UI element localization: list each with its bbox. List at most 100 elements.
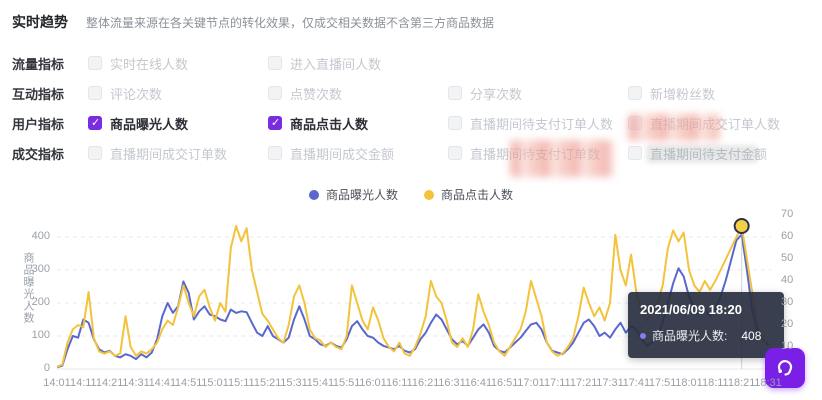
x-axis-tick: 16:11: [385, 377, 413, 389]
checkbox-icon[interactable]: [628, 146, 642, 160]
chart-legend: 商品曝光人数 商品点击人数: [0, 186, 822, 203]
legend-item-click[interactable]: 商品点击人数: [424, 186, 513, 203]
checkbox-shares[interactable]: 分享次数: [448, 84, 628, 103]
page-subtitle: 整体流量来源在各关键节点的转化效果，仅成交相关数据不含第三方商品数据: [86, 16, 495, 30]
y-axis-tick-right: 30: [781, 296, 794, 308]
checkbox-label: 分享次数: [470, 86, 523, 102]
x-axis-tick: 15:01: [201, 377, 229, 389]
checkbox-product-exposure[interactable]: 商品曝光人数: [88, 114, 268, 133]
checkbox-pending-pay-amount[interactable]: 直播期间待支付金额: [628, 144, 808, 163]
checkbox-enter-liveroom[interactable]: 进入直播间人数: [268, 54, 448, 73]
x-axis-tick: 17:31: [596, 377, 624, 389]
x-axis-tick: 18:31: [754, 377, 782, 389]
x-axis-tick: 15:31: [280, 377, 308, 389]
x-axis-tick: 17:41: [622, 377, 651, 389]
x-axis-tick: 18:11: [701, 377, 729, 389]
checkbox-product-click[interactable]: 商品点击人数: [268, 114, 448, 133]
tooltip-series-value: 408: [741, 328, 762, 343]
row-label: 成交指标: [12, 146, 65, 162]
panel-header: 实时趋势 整体流量来源在各关键节点的转化效果，仅成交相关数据不含第三方商品数据: [12, 12, 494, 32]
y-axis-tick-right: 10: [781, 340, 794, 352]
y-axis-tick-right: 60: [781, 230, 794, 242]
x-axis-tick: 15:41: [306, 377, 335, 389]
x-axis-tick: 17:21: [569, 377, 598, 389]
checkbox-label: 直播期间成交金额: [290, 146, 395, 162]
checkbox-icon[interactable]: [88, 86, 102, 100]
checkbox-label: 直播期间待支付订单人数: [470, 116, 614, 132]
tooltip-timestamp: 2021/06/09 18:20: [640, 302, 742, 317]
checkbox-icon[interactable]: [88, 56, 102, 70]
checkbox-icon[interactable]: [448, 86, 462, 100]
legend-label: 商品曝光人数: [325, 188, 398, 202]
checkbox-icon[interactable]: [628, 116, 642, 130]
x-axis-tick: 16:31: [438, 377, 466, 389]
metric-row-interaction: 互动指标 评论次数 点赞次数 分享次数 新增粉丝数: [12, 78, 808, 108]
checkbox-label: 实时在线人数: [110, 56, 189, 72]
feedback-button[interactable]: [765, 348, 805, 388]
x-axis-tick: 14:01: [43, 377, 71, 389]
checkbox-label: 商品点击人数: [290, 116, 369, 132]
checkbox-icon[interactable]: [448, 146, 462, 160]
page-title: 实时趋势: [12, 14, 68, 30]
checkbox-deal-order-users[interactable]: 直播期间成交订单人数: [628, 114, 808, 133]
y-axis-tick-right: 50: [781, 252, 794, 264]
checkbox-likes[interactable]: 点赞次数: [268, 84, 448, 103]
x-axis-tick: 15:11: [227, 377, 255, 389]
row-label: 用户指标: [12, 116, 65, 132]
checkbox-icon[interactable]: [628, 86, 642, 100]
checkbox-deal-orders[interactable]: 直播期间成交订单数: [88, 144, 268, 163]
x-axis-tick: 14:51: [174, 377, 203, 389]
x-axis-tick: 14:41: [148, 377, 177, 389]
x-axis-tick: 16:01: [359, 377, 387, 389]
checkbox-new-fans[interactable]: 新增粉丝数: [628, 84, 808, 103]
y-axis-tick-left: 300: [31, 263, 50, 275]
checkbox-deal-amount[interactable]: 直播期间成交金额: [268, 144, 448, 163]
metric-row-traffic: 流量指标 实时在线人数 进入直播间人数: [12, 48, 808, 78]
metric-row-user: 用户指标 商品曝光人数 商品点击人数 直播期间待支付订单人数 直播期间成交订单人…: [12, 108, 808, 138]
checkbox-pending-pay-users[interactable]: 直播期间待支付订单人数: [448, 114, 628, 133]
x-axis-tick: 16:41: [464, 377, 493, 389]
legend-item-exposure[interactable]: 商品曝光人数: [308, 186, 398, 203]
checkbox-realtime-online[interactable]: 实时在线人数: [88, 54, 268, 73]
checkbox-label: 点赞次数: [290, 86, 343, 102]
checkbox-icon[interactable]: [448, 116, 462, 130]
checkbox-icon[interactable]: [268, 146, 282, 160]
checkbox-label: 评论次数: [110, 86, 163, 102]
x-axis-tick: 17:51: [648, 377, 677, 389]
x-axis-tick: 14:31: [122, 377, 150, 389]
highlighted-data-point[interactable]: [733, 218, 750, 234]
checkbox-pending-pay-orders[interactable]: 直播期间待支付订单数: [448, 144, 628, 163]
y-axis-tick-right: 20: [781, 318, 794, 330]
x-axis-tick: 15:51: [332, 377, 361, 389]
x-axis-tick: 15:21: [253, 377, 282, 389]
legend-dot-yellow: [424, 189, 434, 200]
chart-tooltip: 2021/06/09 18:20 商品曝光人数: 408: [628, 292, 784, 358]
checkbox-label: 进入直播间人数: [290, 56, 382, 72]
checkbox-label: 直播期间成交订单人数: [650, 116, 781, 132]
x-axis-tick: 16:21: [411, 377, 440, 389]
metric-row-deal: 成交指标 直播期间成交订单数 直播期间成交金额 直播期间待支付订单数 直播期间待…: [12, 138, 808, 168]
y-axis-tick-left: 400: [31, 230, 50, 242]
checkbox-icon[interactable]: [268, 86, 282, 100]
checkbox-icon[interactable]: [268, 116, 282, 130]
x-axis-tick: 18:21: [727, 377, 756, 389]
checkbox-label: 直播期间成交订单数: [110, 146, 228, 162]
y-axis-tick-right: 40: [781, 274, 794, 286]
x-axis-tick: 17:01: [517, 377, 545, 389]
checkbox-icon[interactable]: [268, 56, 282, 70]
x-axis-tick: 14:21: [95, 377, 124, 389]
x-axis-tick: 14:11: [69, 377, 97, 389]
metric-filter-rows: 流量指标 实时在线人数 进入直播间人数 互动指标 评论次数 点赞次数 分: [12, 48, 808, 168]
y-axis-title: 商品曝光人数: [22, 252, 34, 324]
tooltip-row: 商品曝光人数: 408: [640, 327, 772, 344]
y-axis-tick-right: 70: [781, 208, 794, 220]
checkbox-icon[interactable]: [88, 116, 102, 130]
checkbox-comments[interactable]: 评论次数: [88, 84, 268, 103]
series-dot-icon: [640, 332, 646, 339]
x-axis-tick: 18:01: [675, 377, 703, 389]
legend-label: 商品点击人数: [441, 188, 514, 202]
checkbox-icon[interactable]: [88, 146, 102, 160]
x-axis-tick: 16:51: [490, 377, 519, 389]
checkbox-label: 新增粉丝数: [650, 86, 716, 102]
